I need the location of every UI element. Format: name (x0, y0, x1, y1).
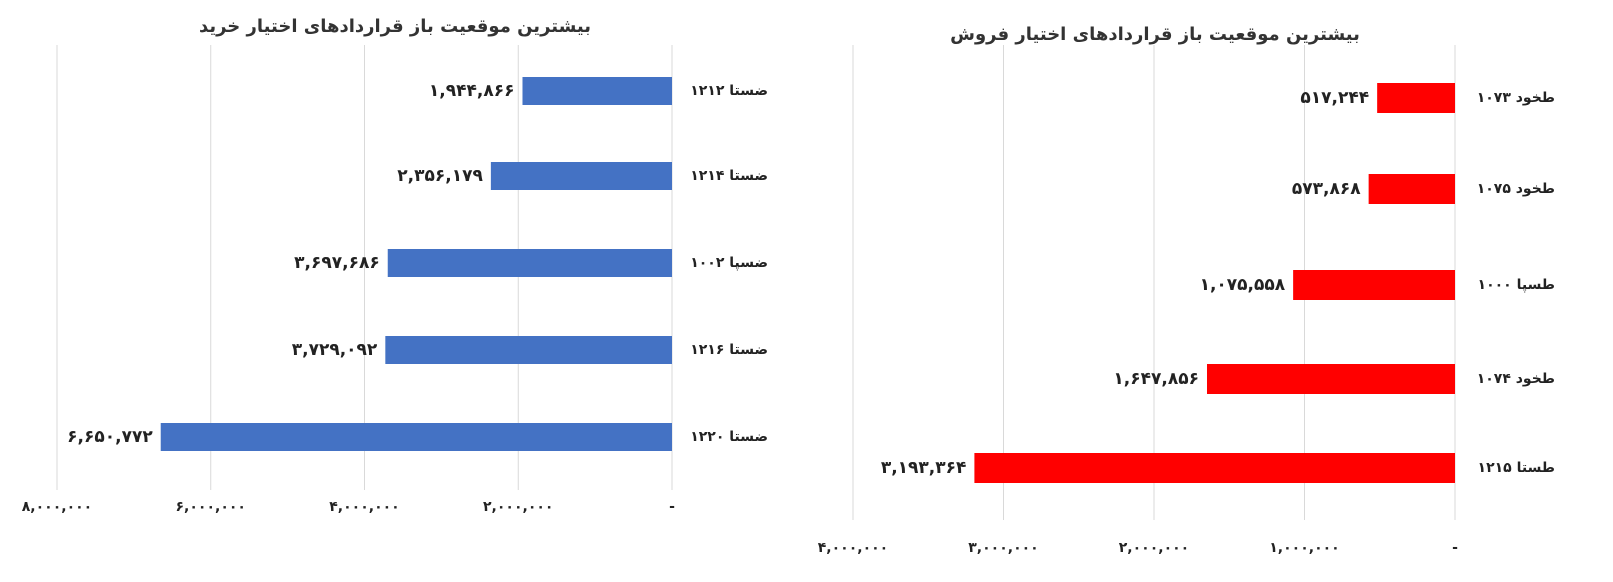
bar (387, 249, 672, 277)
bar (522, 77, 672, 105)
category-label: طسپا ۱۰۰۰ (1478, 277, 1555, 293)
value-label: ۵۷۳,۸۶۸ (1292, 179, 1361, 199)
category-label: طخود ۱۰۷۵ (1477, 181, 1555, 197)
chart-title: بیشترین موقعیت باز قراردادهای اختیار خری… (199, 16, 591, 37)
bar (1293, 270, 1455, 300)
value-label: ۲,۳۵۶,۱۷۹ (397, 166, 483, 186)
x-tick-label: ۱,۰۰۰,۰۰۰ (1269, 540, 1339, 556)
value-label: ۵۱۷,۲۴۴ (1300, 88, 1369, 108)
category-label: ضستا ۱۲۱۲ (690, 83, 768, 99)
category-label: طخود ۱۰۷۳ (1477, 90, 1555, 106)
x-tick-label: ۲,۰۰۰,۰۰۰ (483, 499, 553, 515)
category-label: طستا ۱۲۱۵ (1478, 460, 1555, 476)
value-label: ۳,۱۹۳,۳۶۴ (881, 458, 967, 478)
x-tick-label: - (1452, 540, 1458, 556)
bar (1206, 364, 1455, 394)
x-tick-label: ۸,۰۰۰,۰۰۰ (22, 499, 92, 515)
category-label: ضستا ۱۲۱۴ (690, 168, 768, 184)
category-label: ضستا ۱۲۲۰ (690, 429, 768, 445)
value-label: ۱,۰۷۵,۵۵۸ (1200, 275, 1286, 295)
value-label: ۶,۶۵۰,۷۷۲ (67, 427, 153, 447)
value-label: ۱,۶۴۷,۸۵۶ (1113, 369, 1199, 389)
bar (490, 162, 672, 190)
bar (974, 453, 1455, 483)
x-tick-label: ۶,۰۰۰,۰۰۰ (176, 499, 246, 515)
value-label: ۳,۶۹۷,۶۸۶ (294, 253, 380, 273)
chart-title: بیشترین موقعیت باز قراردادهای اختیار فرو… (950, 24, 1360, 45)
x-tick-label: - (669, 499, 675, 515)
category-label: ضسپا ۱۰۰۲ (690, 255, 768, 271)
x-tick-label: ۴,۰۰۰,۰۰۰ (329, 499, 399, 515)
bar (385, 336, 672, 364)
bar (1368, 174, 1455, 204)
x-tick-label: ۴,۰۰۰,۰۰۰ (818, 540, 888, 556)
category-label: طخود ۱۰۷۴ (1477, 371, 1555, 387)
bar (160, 423, 672, 451)
bar (1377, 83, 1455, 113)
x-tick-label: ۳,۰۰۰,۰۰۰ (968, 540, 1038, 556)
x-tick-label: ۲,۰۰۰,۰۰۰ (1119, 540, 1189, 556)
value-label: ۳,۷۲۹,۰۹۲ (292, 340, 378, 360)
value-label: ۱,۹۴۴,۸۶۶ (429, 81, 515, 101)
category-label: ضستا ۱۲۱۶ (690, 342, 768, 358)
